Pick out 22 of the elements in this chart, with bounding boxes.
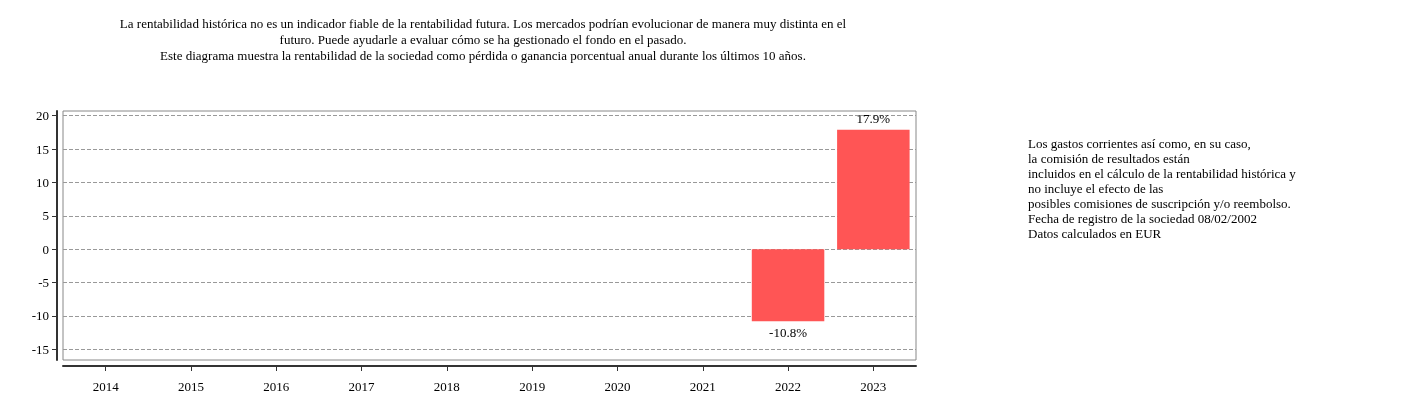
x-tick-label: 2022: [775, 379, 802, 394]
y-tick-label: 5: [42, 208, 49, 224]
y-tick-label: 0: [42, 241, 49, 257]
x-tick-label: 2017: [348, 379, 376, 394]
y-tick-label: -15: [31, 341, 49, 357]
y-tick-label: 20: [36, 108, 49, 124]
x-tick-label: 2018: [433, 379, 460, 394]
x-tick-label: 2015: [177, 379, 204, 394]
x-tick-label: 2023: [860, 379, 887, 394]
x-tick-label: 2021: [689, 379, 716, 394]
y-tick-label: 15: [36, 141, 49, 157]
x-tick-label: 2016: [263, 379, 290, 394]
x-tick-label: 2020: [604, 379, 631, 394]
y-tick-label: -10: [31, 308, 49, 324]
x-tick-label: 2019: [519, 379, 546, 394]
data-label: -10.8%: [769, 325, 808, 341]
y-tick-label: 10: [36, 174, 49, 190]
y-tick-label: -5: [38, 275, 49, 291]
x-tick-label: 2014: [92, 379, 120, 394]
chart-title: La rentabilidad histórica no es un indicador fiable de la rentabilidad futura. Los mercados podrían evolucionar de manera muy distinta en el futuro. Puede ayudarle a evaluar cómo se ha gestionado el fondo en el pasado. Este diagrama muestra la rentabilidad de la sociedad como pérdida o ganancia porcentual anual durante los últimos 10 años.: [119, 15, 847, 63]
data-label: 17.9%: [856, 110, 891, 126]
text: Los gastos corrientes así como, en su caso, la comisión de resultados están incluidos en el cálculo de la rentabilidad histórica y no incluye el efecto de las posibles comisiones de suscripción y/o reembolso. Fecha de registro de la sociedad 08/02/2002 Datos calculados en EUR: [1028, 136, 1297, 241]
